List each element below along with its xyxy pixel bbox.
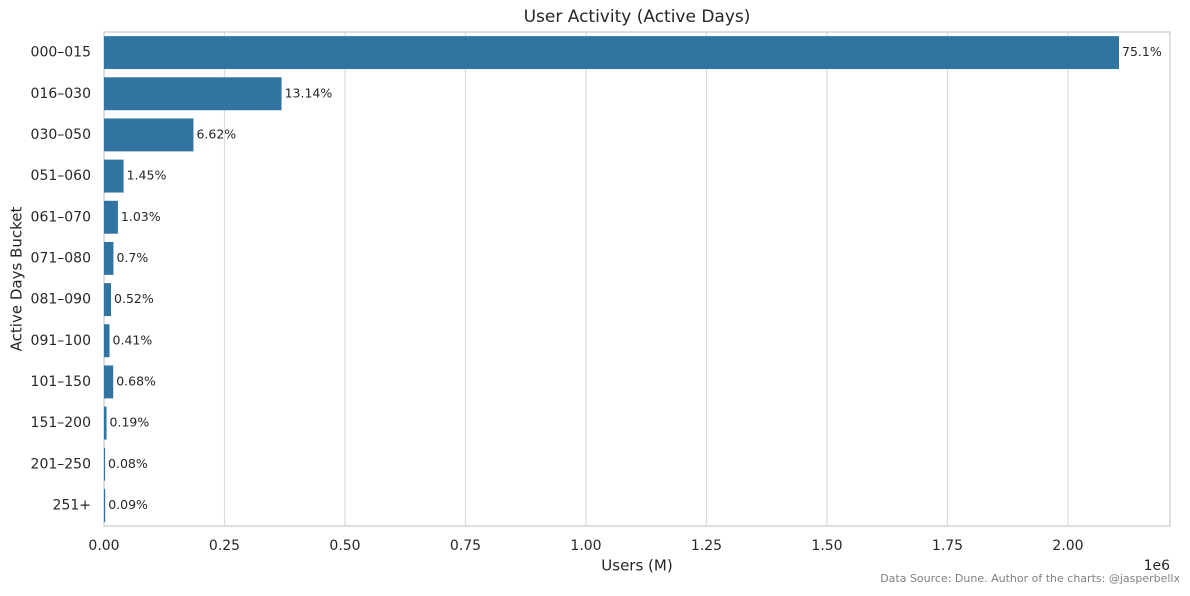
value-label: 1.03% (121, 209, 161, 224)
value-label: 0.7% (116, 250, 148, 265)
x-tick-label: 2.00 (1052, 538, 1083, 554)
value-label: 0.19% (110, 415, 150, 430)
x-offset-label: 1e6 (1144, 558, 1171, 574)
bar (104, 36, 1120, 70)
bar (104, 283, 112, 317)
footnote: Data Source: Dune. Author of the charts:… (880, 572, 1180, 585)
bar (104, 200, 118, 234)
value-label: 0.41% (113, 332, 153, 347)
y-tick-label: 101–150 (31, 374, 91, 390)
value-label: 0.52% (114, 291, 154, 306)
y-tick-label: 061–070 (31, 209, 91, 225)
y-tick-label: 071–080 (31, 250, 91, 266)
plot-frame (103, 31, 1171, 527)
y-tick-label: 081–090 (31, 292, 91, 308)
bar (104, 324, 110, 358)
bar (104, 488, 106, 522)
y-tick-label: 030–050 (31, 127, 91, 143)
value-label: 0.09% (108, 497, 148, 512)
bar (104, 241, 114, 275)
bar (104, 365, 114, 399)
value-label: 1.45% (127, 168, 167, 183)
chart-title: User Activity (Active Days) (524, 7, 751, 27)
x-tick-label: 1.50 (811, 538, 842, 554)
y-tick-label: 151–200 (31, 415, 91, 431)
bar (104, 447, 106, 481)
x-tick-label: 1.75 (932, 538, 963, 554)
value-label: 0.68% (116, 373, 156, 388)
bar (104, 406, 107, 440)
bar (104, 77, 282, 111)
y-tick-label: 000–015 (31, 45, 91, 61)
bar (104, 159, 124, 193)
y-tick-label: 016–030 (31, 86, 91, 102)
bar (104, 118, 194, 152)
value-label: 75.1% (1122, 44, 1162, 59)
x-tick-label: 1.00 (570, 538, 601, 554)
value-label: 6.62% (196, 126, 236, 141)
y-tick-label: 091–100 (31, 333, 91, 349)
value-label: 0.08% (108, 456, 148, 471)
y-tick-label: 051–060 (31, 168, 91, 184)
x-axis-label: Users (M) (601, 557, 672, 575)
x-tick-label: 0.00 (88, 538, 119, 554)
y-tick-label: 251+ (53, 497, 91, 513)
y-axis-label: Active Days Bucket (8, 207, 26, 352)
x-tick-label: 0.25 (209, 538, 240, 554)
y-tick-label: 201–250 (31, 456, 91, 472)
x-tick-label: 0.75 (450, 538, 481, 554)
x-tick-label: 1.25 (691, 538, 722, 554)
value-label: 13.14% (285, 85, 333, 100)
x-tick-label: 0.50 (329, 538, 360, 554)
